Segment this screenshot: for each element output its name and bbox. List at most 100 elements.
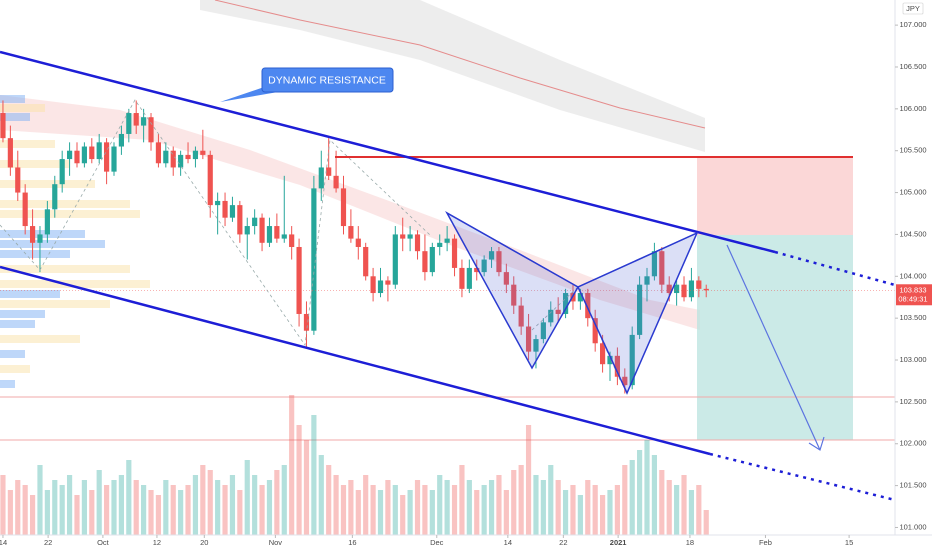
candle-body bbox=[377, 280, 384, 294]
y-tick-label: 105.500 bbox=[899, 146, 926, 155]
candle-body bbox=[311, 188, 317, 331]
cloud-gray bbox=[200, 0, 705, 152]
candle-body bbox=[133, 113, 139, 126]
volume-bar bbox=[318, 455, 324, 535]
cloud-red bbox=[0, 95, 700, 330]
y-tick-label: 101.500 bbox=[899, 481, 926, 490]
volume-bar bbox=[229, 475, 236, 535]
candle-body bbox=[688, 280, 695, 298]
volume-bar bbox=[59, 485, 65, 535]
channel-lower-ext bbox=[709, 452, 896, 502]
volume-bar bbox=[266, 480, 273, 535]
volume-bar bbox=[311, 415, 317, 535]
candle-body bbox=[259, 217, 265, 243]
candle-body bbox=[207, 154, 213, 206]
x-tick-label: 18 bbox=[686, 538, 694, 547]
volume-bar bbox=[703, 510, 709, 535]
candle-body bbox=[629, 334, 635, 386]
candle-body bbox=[518, 305, 524, 327]
candle-body bbox=[155, 142, 162, 164]
volume-bar bbox=[577, 495, 583, 535]
pitchfork-dashes bbox=[0, 99, 431, 347]
volume-profile bbox=[0, 95, 150, 388]
candle-body bbox=[592, 318, 598, 344]
volume-bar bbox=[215, 480, 221, 535]
volume-bar bbox=[155, 495, 162, 535]
volume-bar bbox=[444, 480, 450, 535]
volume-bar bbox=[52, 480, 58, 535]
candle-body bbox=[44, 209, 50, 235]
volume-bar bbox=[118, 475, 124, 535]
candle-body bbox=[414, 234, 421, 252]
target-arrow bbox=[726, 244, 821, 451]
candle-body bbox=[326, 167, 332, 176]
y-tick-label: 102.500 bbox=[899, 397, 926, 406]
background-layers bbox=[0, 0, 895, 441]
candle-body bbox=[548, 309, 554, 323]
volume-bar bbox=[170, 485, 176, 535]
volume-bar bbox=[89, 490, 95, 535]
y-tick-label: 104.000 bbox=[899, 271, 926, 280]
candle-body bbox=[0, 113, 6, 139]
candle-body bbox=[7, 138, 13, 168]
y-tick-label: 105.000 bbox=[899, 188, 926, 197]
candle-body bbox=[296, 246, 302, 314]
x-tick-label: 14 bbox=[504, 538, 512, 547]
moving-average bbox=[214, 0, 706, 129]
volume-bar bbox=[533, 475, 539, 535]
x-tick-label: Dec bbox=[430, 538, 444, 547]
candle-body bbox=[66, 150, 73, 160]
volume-bar bbox=[66, 475, 73, 535]
candle-body bbox=[659, 251, 665, 285]
candle-body bbox=[392, 234, 398, 285]
volume-bar bbox=[126, 460, 132, 535]
y-tick-label: 107.000 bbox=[899, 20, 926, 29]
candle-body bbox=[126, 113, 132, 134]
target-arrowhead bbox=[808, 436, 825, 451]
candle-body bbox=[229, 205, 236, 218]
volume-bar bbox=[518, 465, 524, 535]
x-tick-label: 14 bbox=[0, 538, 7, 547]
candle-body bbox=[222, 200, 228, 218]
volume-bar bbox=[599, 495, 606, 535]
candle-body bbox=[252, 217, 258, 227]
volume-bar bbox=[607, 490, 613, 535]
drawings: DYNAMIC RESISTANCE bbox=[0, 50, 896, 502]
volume-bar bbox=[207, 470, 213, 535]
candle-body bbox=[141, 117, 147, 126]
candle-body bbox=[681, 284, 687, 298]
price-axis bbox=[895, 0, 932, 550]
last-price-box bbox=[896, 284, 932, 306]
x-tick-label: Nov bbox=[269, 538, 283, 547]
volume-bar bbox=[488, 480, 495, 535]
candle-body bbox=[644, 276, 650, 285]
y-tick-label: 106.500 bbox=[899, 62, 926, 71]
volume-bar bbox=[422, 485, 428, 535]
volume-bar bbox=[7, 490, 13, 535]
candle-body bbox=[303, 313, 310, 331]
candle-body bbox=[562, 293, 569, 314]
candle-body bbox=[696, 280, 702, 289]
volume-bar bbox=[237, 490, 243, 535]
candle-body bbox=[599, 343, 606, 365]
candle-body bbox=[192, 150, 199, 160]
volume-bar bbox=[104, 485, 110, 535]
volume-bar bbox=[37, 465, 43, 535]
volume-bar bbox=[459, 465, 465, 535]
candle-body bbox=[451, 238, 458, 268]
candle-body bbox=[29, 226, 36, 243]
candle-body bbox=[81, 146, 87, 164]
candle-body bbox=[89, 146, 95, 160]
volume-bar bbox=[133, 480, 139, 535]
callout-text: DYNAMIC RESISTANCE bbox=[268, 74, 386, 86]
volume-bar bbox=[296, 425, 302, 535]
volume-bar bbox=[562, 490, 569, 535]
candle-body bbox=[52, 184, 58, 210]
candle-body bbox=[281, 234, 287, 239]
volume-bar bbox=[289, 395, 295, 535]
callout-box bbox=[261, 67, 394, 93]
x-tick-label: 22 bbox=[44, 538, 52, 547]
candle-body bbox=[385, 280, 391, 285]
last-price-label: 103.833 bbox=[899, 285, 926, 294]
volume-bar bbox=[592, 485, 598, 535]
